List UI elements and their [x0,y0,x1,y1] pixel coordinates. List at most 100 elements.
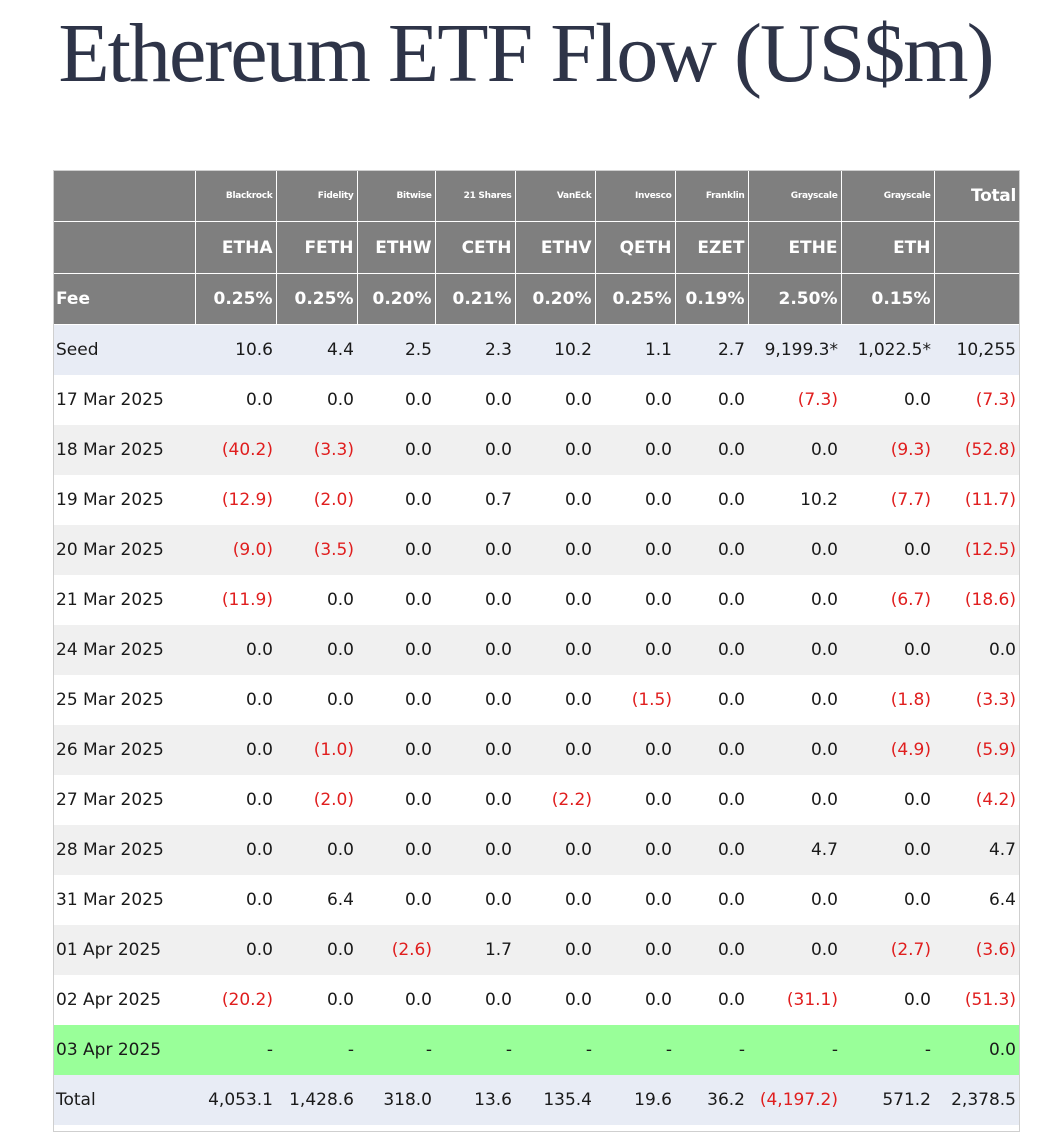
flow-cell: 0.0 [748,875,841,925]
flow-cell: (1.5) [595,675,675,725]
flow-cell: - [841,1025,934,1075]
flow-cell: (12.9) [195,475,276,525]
flow-cell: 0.0 [748,775,841,825]
row-label: Total [53,1075,195,1125]
flow-cell: (18.6) [934,575,1019,625]
row-label: 01 Apr 2025 [53,925,195,975]
flow-cell: 0.0 [276,625,357,675]
flow-cell: (4.9) [841,725,934,775]
row-label: 24 Mar 2025 [53,625,195,675]
flow-cell: 0.0 [357,775,435,825]
flow-cell: (3.3) [276,425,357,475]
table-row: 24 Mar 2025 0.0 0.0 0.0 0.0 0.0 0.0 0.0 0.0 0.0 0.… [53,625,1019,675]
fee-header: 0.15% [841,273,935,325]
blank-header-cell [934,273,1019,325]
table-row: 01 Apr 2025 0.0 0.0 (2.6) 1.7 0.0 0.0 0.0 0.0 (2.… [53,925,1019,975]
flow-cell: 2.3 [435,324,515,375]
flow-cell: - [435,1025,515,1075]
fee-header: 0.20% [515,273,596,325]
flow-cell: 0.0 [435,875,515,925]
flow-cell: 0.0 [435,375,515,425]
flow-cell: (9.0) [195,525,276,575]
flow-cell: 1.1 [595,324,675,375]
flow-cell: 0.0 [357,525,435,575]
row-label: 17 Mar 2025 [53,375,195,425]
flow-cell: 0.0 [195,775,276,825]
ticker-header: EZET [675,221,749,274]
flow-cell: 0.0 [515,975,595,1025]
flow-cell: 0.0 [675,625,748,675]
flow-cell: (2.0) [276,775,357,825]
issuer-header: Invesco [595,170,676,222]
flow-cell: - [276,1025,357,1075]
flow-cell: - [675,1025,748,1075]
flow-cell: (20.2) [195,975,276,1025]
table-row: 26 Mar 2025 0.0 (1.0) 0.0 0.0 0.0 0.0 0.0 0.0 (4.… [53,725,1019,775]
flow-cell: (2.0) [276,475,357,525]
flow-cell: 0.0 [748,675,841,725]
flow-cell: 0.0 [357,875,435,925]
row-label: 28 Mar 2025 [53,825,195,875]
flow-cell: 0.0 [675,525,748,575]
flow-cell: 0.0 [748,525,841,575]
flow-cell: 0.0 [675,425,748,475]
table-row: 18 Mar 2025 (40.2) (3.3) 0.0 0.0 0.0 0.0 0.0 0.0… [53,425,1019,475]
flow-cell: 0.0 [435,675,515,725]
issuer-header: Blackrock [195,170,277,222]
flow-cell: 0.0 [276,825,357,875]
flow-cell: (5.9) [934,725,1019,775]
fee-header: 0.21% [435,273,516,325]
flow-cell: 0.0 [435,575,515,625]
table-row: 27 Mar 2025 0.0 (2.0) 0.0 0.0 (2.2) 0.0 0.0 0.0 0… [53,775,1019,825]
flow-cell: (7.7) [841,475,934,525]
flow-cell: 9,199.3* [748,324,841,375]
row-label: 25 Mar 2025 [53,675,195,725]
flow-cell: 0.0 [675,675,748,725]
flow-cell: (9.3) [841,425,934,475]
flow-cell: (2.7) [841,925,934,975]
flow-cell: (6.7) [841,575,934,625]
fee-header: 0.19% [675,273,749,325]
flow-cell: (52.8) [934,425,1019,475]
flow-cell: 0.0 [841,375,934,425]
flow-cell: 0.0 [515,925,595,975]
flow-cell: 0.0 [841,775,934,825]
flow-cell: 0.0 [435,975,515,1025]
table-body: Seed 10.6 4.4 2.5 2.3 10.2 1.1 2.7 9,199.3* 1,022… [53,324,1019,1125]
row-label: Seed [53,324,195,375]
ticker-header: ETH [841,221,935,274]
flow-cell: - [748,1025,841,1075]
ticker-header: QETH [595,221,676,274]
etf-flow-table: Blackrock Fidelity Bitwise 21 Shares VanEck I… [53,170,1019,1125]
fee-header: 0.25% [595,273,676,325]
flow-cell: - [195,1025,276,1075]
flow-cell: 0.0 [841,875,934,925]
flow-cell: 318.0 [357,1075,435,1125]
table-row: 02 Apr 2025 (20.2) 0.0 0.0 0.0 0.0 0.0 0.0 (31.1… [53,975,1019,1025]
total-row: Total 4,053.1 1,428.6 318.0 13.6 135.4 19.6 36.… [53,1075,1019,1125]
flow-cell: 0.0 [675,775,748,825]
flow-cell: 0.0 [515,575,595,625]
flow-cell: 0.0 [357,575,435,625]
flow-cell: 0.0 [595,525,675,575]
flow-cell: 0.0 [276,675,357,725]
ticker-header: CETH [435,221,516,274]
flow-cell: - [357,1025,435,1075]
flow-cell: 0.0 [748,575,841,625]
flow-cell: 0.0 [515,725,595,775]
flow-cell: 0.0 [515,625,595,675]
flow-cell: 0.0 [934,1025,1019,1075]
row-label: 26 Mar 2025 [53,725,195,775]
ticker-header: FETH [276,221,358,274]
row-label: 31 Mar 2025 [53,875,195,925]
flow-cell: 0.0 [748,725,841,775]
flow-cell: 0.0 [595,575,675,625]
table-row: 21 Mar 2025 (11.9) 0.0 0.0 0.0 0.0 0.0 0.0 0.0 (6… [53,575,1019,625]
flow-cell: 13.6 [435,1075,515,1125]
flow-cell: 0.0 [435,775,515,825]
flow-cell: 0.0 [357,375,435,425]
issuer-header: Grayscale [748,170,842,222]
flow-cell: 0.0 [675,925,748,975]
flow-cell: 0.0 [195,375,276,425]
flow-cell: 0.7 [435,475,515,525]
